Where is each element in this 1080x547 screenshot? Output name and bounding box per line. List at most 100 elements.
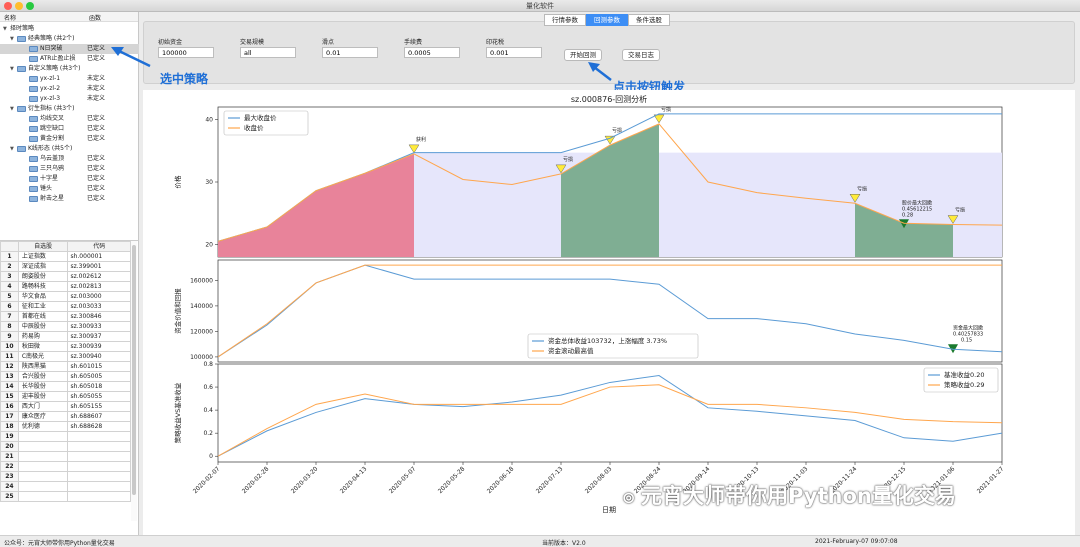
stamp-tax-input[interactable]	[486, 47, 542, 58]
stock-code-cell[interactable]: sh.605018	[67, 381, 131, 392]
stock-code-cell[interactable]	[67, 431, 131, 442]
disclosure-triangle-icon[interactable]: ▼	[10, 106, 14, 112]
table-row[interactable]: 2 深证成指 sz.399001	[0, 261, 131, 272]
table-row[interactable]: 24	[0, 481, 131, 492]
table-row[interactable]: 14 长华股份 sh.605018	[0, 381, 131, 392]
stock-code-cell[interactable]: sz.300933	[67, 321, 131, 332]
stock-name-cell[interactable]	[17, 491, 69, 502]
start-backtest-button[interactable]: 开始回测	[564, 49, 602, 61]
stock-name-cell[interactable]: 朗姿股份	[17, 271, 69, 282]
stock-name-cell[interactable]	[17, 461, 69, 472]
stock-code-cell[interactable]: sz.003033	[67, 301, 131, 312]
col-header-stock[interactable]: 自选股	[17, 241, 69, 252]
slippage-input[interactable]	[322, 47, 378, 58]
stock-name-cell[interactable]	[17, 441, 69, 452]
stock-code-cell[interactable]: sh.605055	[67, 391, 131, 402]
zoom-window-button[interactable]	[26, 2, 34, 10]
table-row[interactable]: 7 首都在线 sz.300846	[0, 311, 131, 322]
tree-item[interactable]: 均线交叉 已定义	[0, 114, 139, 124]
stock-name-cell[interactable]	[17, 471, 69, 482]
stock-code-cell[interactable]: sh.605005	[67, 371, 131, 382]
stock-name-cell[interactable]: 迎丰股份	[17, 391, 69, 402]
tree-item[interactable]: 黄金分割 已定义	[0, 134, 139, 144]
stock-name-cell[interactable]: 优利德	[17, 421, 69, 432]
initial-capital-input[interactable]	[158, 47, 214, 58]
tree-item[interactable]: 三只乌鸦 已定义	[0, 164, 139, 174]
tree-item[interactable]: 锤头 已定义	[0, 184, 139, 194]
stock-name-cell[interactable]: 首都在线	[17, 311, 69, 322]
stock-name-cell[interactable]: 中辰股份	[17, 321, 69, 332]
disclosure-triangle-icon[interactable]: ▼	[10, 36, 14, 42]
stock-name-cell[interactable]: 深证成指	[17, 261, 69, 272]
stock-name-cell[interactable]	[17, 431, 69, 442]
stock-name-cell[interactable]: 秋田微	[17, 341, 69, 352]
stock-name-cell[interactable]: 康众医疗	[17, 411, 69, 422]
stock-list-vscroll[interactable]	[131, 241, 137, 521]
close-window-button[interactable]	[4, 2, 12, 10]
tree-group[interactable]: ▼ 衍生指标 (共3个)	[0, 104, 139, 114]
table-row[interactable]: 9 药易购 sz.300937	[0, 331, 131, 342]
stock-code-cell[interactable]: sh.605155	[67, 401, 131, 412]
tab-backtest-params[interactable]: 回测参数	[586, 14, 628, 26]
tab-stock-screen[interactable]: 条件选股	[628, 14, 670, 26]
table-row[interactable]: 20	[0, 441, 131, 452]
table-row[interactable]: 17 康众医疗 sh.688607	[0, 411, 131, 422]
table-row[interactable]: 10 秋田微 sz.300939	[0, 341, 131, 352]
stock-code-cell[interactable]: sz.399001	[67, 261, 131, 272]
table-row[interactable]: 19	[0, 431, 131, 442]
tree-item[interactable]: N日突破 已定义	[0, 44, 139, 54]
stock-code-cell[interactable]: sh.688628	[67, 421, 131, 432]
tree-group[interactable]: ▼ K线形态 (共5个)	[0, 144, 139, 154]
stock-name-cell[interactable]: 陕西黑猫	[17, 361, 69, 372]
stock-code-cell[interactable]	[67, 441, 131, 452]
tree-item[interactable]: 十字星 已定义	[0, 174, 139, 184]
commission-input[interactable]	[404, 47, 460, 58]
tree-group[interactable]: ▼ 自定义策略 (共3个)	[0, 64, 139, 74]
minimize-window-button[interactable]	[15, 2, 23, 10]
disclosure-triangle-icon[interactable]: ▼	[10, 66, 14, 72]
stock-code-cell[interactable]	[67, 461, 131, 472]
stock-code-cell[interactable]	[67, 481, 131, 492]
table-row[interactable]: 18 优利德 sh.688628	[0, 421, 131, 432]
table-row[interactable]: 6 征和工业 sz.003033	[0, 301, 131, 312]
tree-group[interactable]: ▼ 经典策略 (共2个)	[0, 34, 139, 44]
stock-name-cell[interactable]: 药易购	[17, 331, 69, 342]
table-row[interactable]: 4 路畅科技 sz.002813	[0, 281, 131, 292]
disclosure-triangle-icon[interactable]: ▼	[10, 146, 14, 152]
stock-code-cell[interactable]: sz.300846	[67, 311, 131, 322]
table-row[interactable]: 25	[0, 491, 131, 502]
table-row[interactable]: 22	[0, 461, 131, 472]
tree-item[interactable]: 射击之星 已定义	[0, 194, 139, 204]
stock-name-cell[interactable]: 华文食品	[17, 291, 69, 302]
stock-code-cell[interactable]: sz.002813	[67, 281, 131, 292]
tree-item[interactable]: yx-zl-3 未定义	[0, 94, 139, 104]
stock-code-cell[interactable]: sz.300940	[67, 351, 131, 362]
table-row[interactable]: 13 合兴股份 sh.605005	[0, 371, 131, 382]
stock-code-cell[interactable]	[67, 471, 131, 482]
stock-code-cell[interactable]	[67, 451, 131, 462]
disclosure-triangle-icon[interactable]: ▼	[3, 26, 7, 32]
tree-item[interactable]: yx-zl-1 未定义	[0, 74, 139, 84]
stock-code-cell[interactable]: sz.002612	[67, 271, 131, 282]
table-row[interactable]: 11 C南极光 sz.300940	[0, 351, 131, 362]
stock-name-cell[interactable]: 西大门	[17, 401, 69, 412]
tree-item[interactable]: yx-zl-2 未定义	[0, 84, 139, 94]
tree-root[interactable]: ▼ 择时策略	[0, 24, 139, 34]
table-row[interactable]: 16 西大门 sh.605155	[0, 401, 131, 412]
stock-code-cell[interactable]	[67, 491, 131, 502]
table-row[interactable]: 12 陕西黑猫 sh.601015	[0, 361, 131, 372]
stock-code-cell[interactable]: sh.688607	[67, 411, 131, 422]
col-header-code[interactable]: 代码	[67, 241, 131, 252]
stock-name-cell[interactable]: C南极光	[17, 351, 69, 362]
stock-code-cell[interactable]: sz.003000	[67, 291, 131, 302]
stock-name-cell[interactable]: 长华股份	[17, 381, 69, 392]
stock-code-cell[interactable]: sh.601015	[67, 361, 131, 372]
stock-code-cell[interactable]: sh.000001	[67, 251, 131, 262]
trade-log-button[interactable]: 交易日志	[622, 49, 660, 61]
stock-name-cell[interactable]: 征和工业	[17, 301, 69, 312]
stock-code-cell[interactable]: sz.300939	[67, 341, 131, 352]
stock-code-cell[interactable]: sz.300937	[67, 331, 131, 342]
tree-item[interactable]: ATR止盈止损 已定义	[0, 54, 139, 64]
table-row[interactable]: 15 迎丰股份 sh.605055	[0, 391, 131, 402]
table-row[interactable]: 8 中辰股份 sz.300933	[0, 321, 131, 332]
